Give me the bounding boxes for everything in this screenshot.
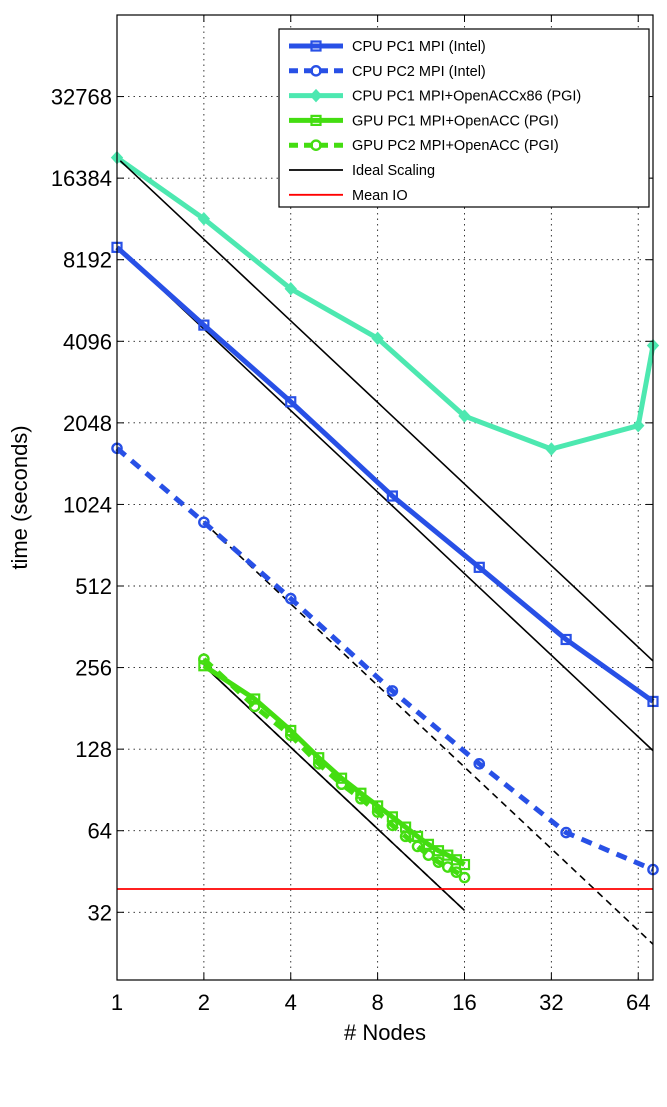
legend-label: GPU PC1 MPI+OpenACC (PGI) <box>352 113 559 129</box>
gpu-pc1-mpi-openacc-pgi-point <box>285 724 297 737</box>
cpu-pc1-mpi-openaccx86-pgi-point <box>458 409 471 423</box>
legend-label: CPU PC2 MPI (Intel) <box>352 64 486 80</box>
gpu-pc2-mpi-openacc-pgi-point <box>248 700 261 713</box>
legend-label: Mean IO <box>352 188 408 204</box>
cpu-pc1-mpi-intel-point <box>473 561 485 573</box>
cpu-pc2-mpi-intel-point <box>386 685 399 697</box>
gpu-pc2-mpi-openacc-pgi-point <box>355 792 367 805</box>
cpu-pc1-mpi-openaccx86-pgi-point <box>545 442 558 456</box>
y-tick-label: 256 <box>75 656 112 681</box>
gpu-pc2-mpi-openacc-pgi-point <box>371 806 384 818</box>
cpu-pc1-mpi-openaccx86-pgi-line <box>115 155 656 452</box>
legend-label: CPU PC1 MPI+OpenACCx86 (PGI) <box>352 89 581 105</box>
plot-frame <box>116 14 654 981</box>
legend-marker <box>310 65 322 77</box>
x-tick-label: 1 <box>111 990 123 1015</box>
reference-lines <box>116 246 654 945</box>
gpu-pc2-mpi-openacc-pgi-line <box>202 657 466 880</box>
gpu-pc1-mpi-openacc-pgi-point <box>372 800 384 812</box>
gpu-pc2-mpi-openacc-pgi-point <box>386 819 399 832</box>
gpu-pc2-mpi-openacc-pgi-point <box>411 840 424 853</box>
x-tick-label: 16 <box>452 990 476 1015</box>
gpu-pc1-mpi-openacc-pgi-point <box>249 693 261 705</box>
ideal-scaling-reference-line <box>116 246 654 752</box>
gpu-pc1-mpi-openacc-pgi-point <box>313 752 325 764</box>
y-tick-label: 4096 <box>63 329 112 354</box>
gpu-pc2-mpi-openacc-pgi-point <box>458 871 471 884</box>
cpu-pc2-mpi-intel-line <box>115 446 654 872</box>
x-tick-label: 8 <box>371 990 383 1015</box>
x-tick-label: 64 <box>626 990 650 1015</box>
legend-marker <box>310 40 322 52</box>
cpu-pc1-mpi-intel-point <box>386 490 398 502</box>
gpu-pc1-mpi-openacc-pgi-point <box>422 838 435 850</box>
gpu-pc2-mpi-openacc-pgi-point <box>335 778 348 791</box>
y-tick-label: 2048 <box>63 411 112 436</box>
ideal-scaling-line <box>116 157 654 662</box>
legend-marker <box>310 114 322 127</box>
gpu-pc2-mpi-openacc-pgi-point <box>441 861 454 873</box>
cpu-pc1-mpi-intel-line <box>115 245 655 704</box>
x-tick-label: 2 <box>198 990 210 1015</box>
x-tick-label: 4 <box>285 990 297 1015</box>
cpu-pc2-mpi-intel-point <box>198 516 210 529</box>
cpu-pc1-mpi-intel-point <box>560 633 572 646</box>
legend-marker <box>309 88 323 103</box>
legend-label: CPU PC1 MPI (Intel) <box>352 39 486 55</box>
cpu-pc1-mpi-intel-point <box>285 396 297 408</box>
ticks: 1 2 4 8 16 32 64 32 64 128 256 512 1024 2048 4096 8192 1… <box>51 15 653 1015</box>
gpu-pc1-mpi-openacc-pgi-point <box>458 858 471 871</box>
gpu-pc2-mpi-openacc-pgi-point <box>198 653 210 665</box>
gpu-pc1-mpi-openacc-pgi-point <box>355 787 367 799</box>
cpu-pc1-mpi-intel-point <box>198 319 210 331</box>
gpu-pc2-mpi-openacc-pgi-point <box>450 866 463 878</box>
gpu-pc2-mpi-openacc-pgi-point <box>312 758 325 770</box>
markers-group <box>110 150 660 884</box>
x-tick-label: 32 <box>539 990 563 1015</box>
y-tick-label: 128 <box>75 737 112 762</box>
gpu-pc2-mpi-openacc-pgi-point <box>399 830 412 843</box>
series-group <box>115 155 656 890</box>
legend-label: GPU PC2 MPI+OpenACC (PGI) <box>352 138 559 154</box>
gpu-pc1-mpi-openacc-pgi-line <box>202 663 466 867</box>
gpu-pc2-mpi-openacc-pgi-point <box>422 849 435 861</box>
gpu-pc1-mpi-openacc-pgi-point <box>335 772 348 784</box>
x-axis-label: # Nodes <box>344 1020 426 1045</box>
legend-label: Ideal Scaling <box>352 163 435 179</box>
y-tick-label: 8192 <box>63 248 112 273</box>
y-axis-label: time (seconds) <box>7 425 32 569</box>
y-tick-label: 64 <box>88 819 112 844</box>
y-tick-label: 32 <box>88 900 112 925</box>
cpu-pc1-mpi-openaccx86-pgi-point <box>197 212 211 226</box>
y-tick-label: 32768 <box>51 85 112 110</box>
ideal-scaling-reference-line <box>203 521 654 945</box>
y-tick-label: 16384 <box>51 166 112 191</box>
legend: CPU PC1 MPI (Intel) CPU PC2 MPI (Intel) CP… <box>278 28 650 208</box>
cpu-pc2-mpi-intel-point <box>284 592 297 605</box>
cpu-pc1-mpi-openaccx86-pgi-point <box>284 282 297 296</box>
gpu-pc1-mpi-openacc-pgi-point <box>198 660 210 672</box>
cpu-pc1-mpi-openaccx86-pgi-point <box>632 418 645 433</box>
gpu-pc2-mpi-openacc-pgi-point <box>284 729 297 742</box>
cpu-pc2-mpi-intel-point <box>473 758 486 770</box>
legend-marker <box>310 139 322 151</box>
cpu-pc1-mpi-openaccx86-pgi-point <box>371 331 384 346</box>
cpu-pc2-mpi-intel-point <box>560 826 572 839</box>
y-tick-label: 1024 <box>63 492 112 517</box>
ideal-scaling-reference-line <box>203 665 466 912</box>
gpu-pc2-mpi-openacc-pgi-point <box>432 856 445 868</box>
y-tick-label: 512 <box>75 574 112 599</box>
